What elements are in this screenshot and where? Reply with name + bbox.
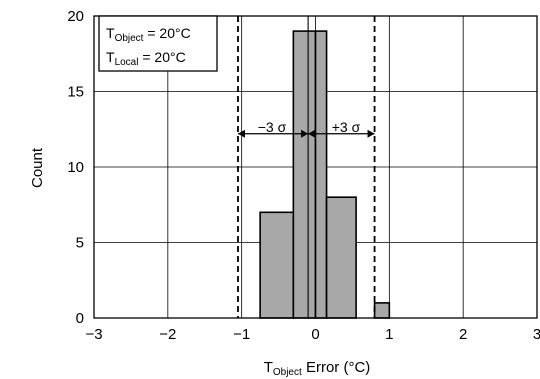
histogram-bar <box>373 302 391 319</box>
arrow-head <box>367 129 375 138</box>
y-tick-label: 10 <box>67 159 84 176</box>
y-tick-label: 15 <box>67 84 84 101</box>
x-tick-label: 0 <box>311 326 319 343</box>
x-tick-label: −2 <box>159 326 176 343</box>
arrow-head <box>301 129 309 138</box>
x-tick-label: 3 <box>533 326 540 343</box>
minus-3-sigma-label: −3 σ <box>258 119 287 135</box>
legend-line-2: TLocal = 20°C <box>106 49 186 68</box>
plot-frame <box>93 15 538 319</box>
sigma-arrows <box>237 129 375 138</box>
x-tick-label: 1 <box>385 326 393 343</box>
reference-lines <box>237 16 376 318</box>
y-tick-label: 0 <box>76 310 84 327</box>
x-axis-label: TObject Error (°C) <box>264 359 371 378</box>
histogram-bar <box>314 30 328 319</box>
histogram-bar <box>292 30 317 319</box>
plus-3-sigma-label: +3 σ <box>332 119 361 135</box>
tick-labels: −3 −2 −1 0 1 2 3 0 5 10 15 20 <box>67 8 540 343</box>
legend: TObject = 20°C TLocal = 20°C <box>98 15 218 72</box>
legend-line-1: TObject = 20°C <box>106 25 191 44</box>
arrow-head <box>308 129 316 138</box>
x-tick-label: −1 <box>233 326 250 343</box>
plot-border <box>93 15 538 319</box>
arrow-head <box>237 129 245 138</box>
histogram-bar <box>325 196 357 319</box>
y-tick-label: 5 <box>76 235 84 252</box>
histogram-bar <box>259 211 295 319</box>
x-tick-label: −3 <box>85 326 102 343</box>
y-axis-label: Count <box>29 147 46 188</box>
legend-box <box>98 15 218 72</box>
y-tick-label: 20 <box>67 8 84 25</box>
bars <box>259 30 391 319</box>
x-tick-label: 2 <box>459 326 467 343</box>
